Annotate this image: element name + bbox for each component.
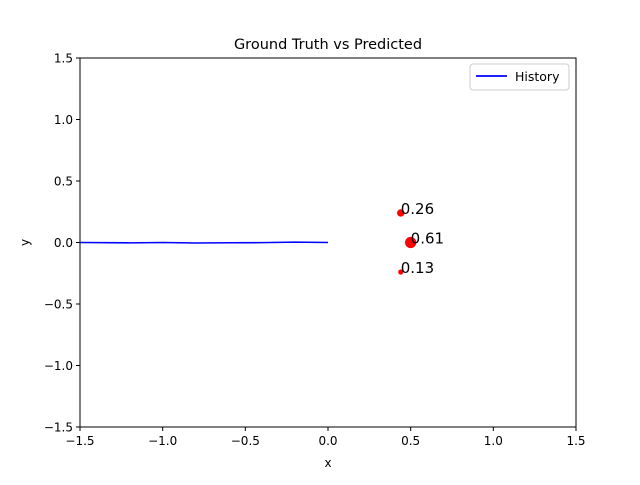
y-tick-label: −1.5 xyxy=(44,421,73,435)
ticks-layer: −1.5 −1.0 −0.5 0.0 0.5 1.0 1.5 −1.5 −1.0 −0.5 0.0 0… xyxy=(44,52,586,449)
legend-history-label: History xyxy=(515,69,560,84)
predicted-point-label: 0.61 xyxy=(411,230,444,248)
legend-box xyxy=(469,63,570,91)
x-tick-label: 1.0 xyxy=(484,434,503,448)
y-axis-label: y xyxy=(18,239,32,246)
predicted-point xyxy=(398,269,404,275)
predicted-point xyxy=(397,209,405,217)
y-tick-label: 1.0 xyxy=(54,113,73,127)
x-tick-label: 0.0 xyxy=(318,434,337,448)
plot-frame xyxy=(79,57,577,428)
predicted-point-label: 0.13 xyxy=(401,259,434,277)
y-tick-label: −0.5 xyxy=(44,298,73,312)
x-tick-label: −1.5 xyxy=(65,434,94,448)
predicted-point-label: 0.26 xyxy=(401,200,434,218)
x-tick-label: 1.5 xyxy=(566,434,585,448)
x-tick-label: −1.0 xyxy=(148,434,177,448)
y-tick-label: 1.5 xyxy=(54,52,73,66)
chart-title: Ground Truth vs Predicted xyxy=(234,37,422,53)
legend: History xyxy=(469,63,570,91)
x-axis-label: x xyxy=(324,456,331,470)
predicted-point xyxy=(405,236,417,249)
data-layer: 0.26 0.61 0.13 xyxy=(79,200,444,277)
y-tick-label: −1.0 xyxy=(44,359,73,373)
x-tick-label: 0.5 xyxy=(401,434,420,448)
y-tick-label: 0.0 xyxy=(54,236,73,250)
x-tick-label: −0.5 xyxy=(231,434,260,448)
history-line xyxy=(79,241,329,244)
y-tick-label: 0.5 xyxy=(54,175,73,189)
